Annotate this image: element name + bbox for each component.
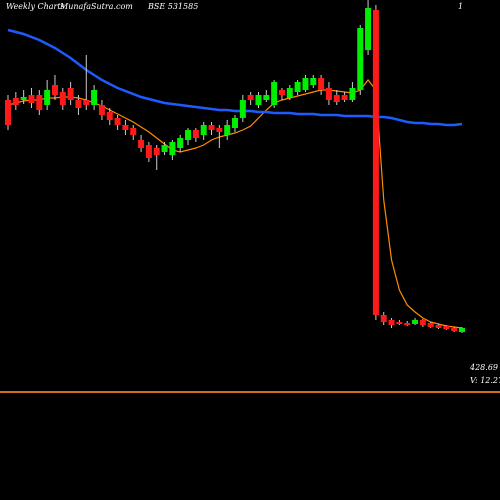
candle-body: [443, 326, 450, 329]
candle-body: [20, 97, 27, 100]
candle-body: [130, 128, 137, 135]
indicator-line: [7, 79, 463, 329]
candle-body: [5, 100, 11, 125]
candle-body: [372, 10, 379, 315]
last-price-label: 428.69: [469, 363, 498, 372]
candle-body: [138, 140, 145, 148]
candle-body: [153, 148, 160, 155]
header-text: 1: [458, 2, 463, 11]
candle-body: [161, 145, 168, 152]
candle-body: [459, 328, 465, 332]
candle-body: [36, 95, 43, 110]
candle-body: [278, 90, 285, 95]
candle-body: [114, 118, 121, 125]
candle-body: [12, 98, 19, 105]
candle-body: [59, 92, 66, 105]
volume-label: V: 12.27 X: [470, 376, 500, 385]
candle-body: [357, 28, 364, 90]
candle-body: [106, 112, 113, 120]
header-text: Weekly Charts: [6, 2, 65, 11]
candle-body: [239, 100, 246, 118]
candle-body: [263, 95, 270, 100]
candle-body: [75, 100, 82, 108]
candle-body: [404, 323, 411, 325]
candle-body: [388, 320, 395, 325]
candle-body: [349, 88, 356, 100]
candle-body: [122, 125, 129, 130]
indicator-line: [7, 28, 463, 127]
candle-body: [98, 105, 105, 115]
candle-body: [427, 323, 434, 327]
candle-body: [208, 125, 215, 130]
candle-body: [232, 118, 238, 128]
candle-body: [51, 85, 58, 95]
candle-body: [286, 88, 293, 98]
candle-body: [28, 95, 35, 103]
candle-body: [169, 142, 176, 155]
candle-body: [396, 322, 403, 324]
candle-body: [380, 315, 387, 322]
candle-body: [247, 95, 254, 100]
candle-body: [451, 328, 458, 331]
candle-body: [419, 320, 426, 325]
candle-body: [145, 145, 152, 158]
candle-body: [294, 82, 301, 92]
candle-body: [365, 8, 372, 50]
candle-body: [216, 128, 223, 132]
candle-body: [435, 325, 442, 328]
candle-body: [412, 320, 419, 324]
candle-body: [255, 95, 262, 105]
candle-body: [200, 125, 207, 135]
candle-body: [44, 90, 51, 105]
candle-body: [67, 88, 74, 100]
candle-body: [185, 130, 192, 140]
candle-body: [325, 88, 332, 100]
candle-body: [310, 78, 317, 85]
candle-body: [302, 78, 309, 90]
header-text: BSE 531585: [147, 2, 198, 11]
candle-body: [318, 78, 325, 90]
candle-body: [333, 95, 340, 102]
candle-body: [91, 90, 98, 105]
header-text: MunafaSutra.com: [59, 2, 133, 11]
candle-body: [224, 125, 231, 135]
candle-body: [271, 82, 278, 105]
candle-body: [83, 100, 90, 105]
candle-body: [192, 130, 199, 138]
candle-body: [341, 95, 348, 100]
candle-body: [177, 138, 184, 148]
